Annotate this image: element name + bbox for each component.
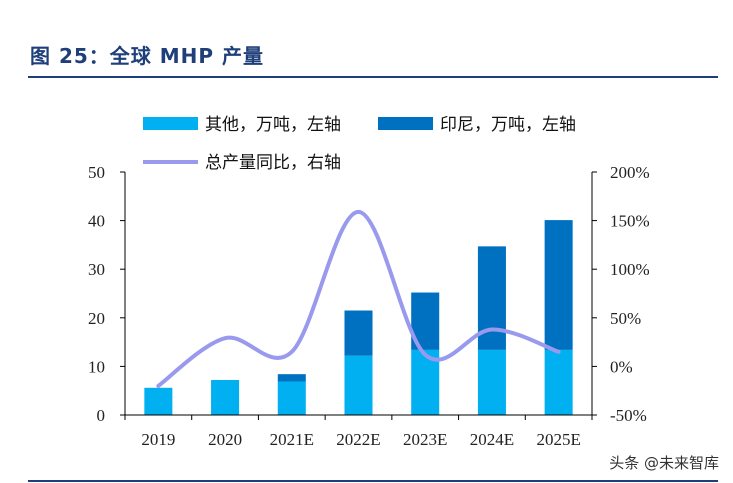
left-tick-label: 0 — [97, 406, 106, 425]
legend-label-other: 其他，万吨，左轴 — [205, 115, 341, 135]
legend-label-indonesia: 印尼，万吨，左轴 — [440, 115, 576, 135]
legend-label-yoy: 总产量同比，右轴 — [205, 153, 341, 173]
bar-other — [144, 387, 173, 415]
left-tick-label: 20 — [88, 309, 105, 328]
bar-indonesia — [277, 374, 306, 382]
title-divider — [28, 76, 718, 78]
watermark: 头条 @未来智库 — [609, 454, 719, 472]
left-tick-label: 40 — [88, 212, 105, 231]
yoy-line — [156, 209, 561, 388]
right-tick-label: 100% — [610, 260, 650, 279]
bar-other — [344, 355, 373, 415]
figure-title: 图 25：全球 MHP 产量 — [30, 44, 265, 68]
x-tick-label: 2019 — [141, 430, 175, 449]
right-tick-label: 150% — [610, 212, 650, 231]
footer-divider — [28, 480, 718, 482]
bar-indonesia — [544, 220, 573, 350]
bar-other — [477, 349, 506, 415]
left-tick-label: 10 — [88, 357, 105, 376]
axes: 0 10 20 30 40 50 -50% 0% 50% 100% 150% 200% 2019 2020… — [88, 163, 650, 449]
bar-other — [277, 381, 306, 415]
right-tick-label: 50% — [610, 309, 641, 328]
legend-swatch-other — [143, 117, 198, 130]
bars — [144, 220, 573, 415]
x-tick-label: 2022E — [336, 430, 380, 449]
bar-indonesia — [344, 310, 373, 356]
x-tick-label: 2020 — [208, 430, 242, 449]
left-tick-label: 50 — [88, 163, 105, 182]
left-tick-label: 30 — [88, 260, 105, 279]
bar-other — [544, 349, 573, 415]
right-tick-label: 200% — [610, 163, 650, 182]
x-tick-label: 2024E — [470, 430, 514, 449]
legend-swatch-indonesia — [378, 117, 433, 130]
x-tick-label: 2025E — [536, 430, 580, 449]
right-tick-label: -50% — [610, 406, 647, 425]
x-tick-label: 2023E — [403, 430, 447, 449]
x-tick-label: 2021E — [270, 430, 314, 449]
bar-other — [211, 380, 240, 415]
right-tick-label: 0% — [610, 357, 633, 376]
